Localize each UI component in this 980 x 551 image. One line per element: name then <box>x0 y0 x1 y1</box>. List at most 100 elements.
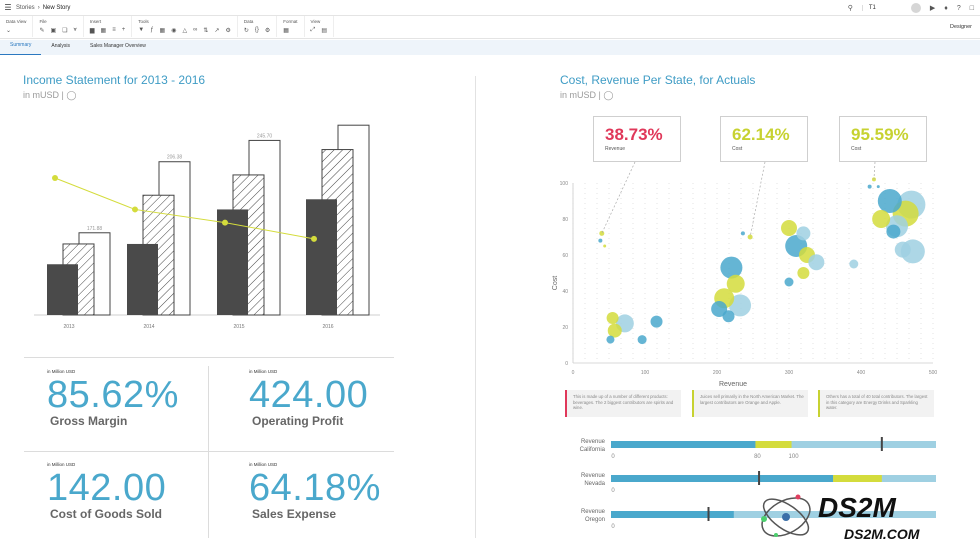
toolbar-group-label: Data View <box>6 19 27 24</box>
top-bar: ☰ Stories › New Story ⚲ T1 ▶ ♦ ? □ <box>0 0 980 16</box>
comment-note: This is made up of a number of different… <box>565 390 681 417</box>
bullet-target <box>880 437 883 451</box>
kpi-operating-profit[interactable]: in Million USD 424.00 Operating Profit <box>249 369 424 428</box>
notification-bell-icon[interactable]: ♦ <box>944 4 948 12</box>
scatter-point <box>867 184 872 189</box>
scale-icon[interactable]: ⚙ <box>225 28 231 34</box>
grid-icon[interactable]: ▦ <box>159 28 166 34</box>
bar <box>127 243 158 315</box>
scatter-point <box>606 335 615 344</box>
bullet-row-label: Revenue <box>581 439 606 445</box>
scatter-point <box>781 220 797 236</box>
edit-icon[interactable]: ✎ <box>39 28 45 34</box>
bullet-row-label: Oregon <box>585 517 605 523</box>
y-tick-label: 80 <box>562 217 568 223</box>
kpi-sales-expense[interactable]: in Million USD 64.18% Sales Expense <box>249 462 424 521</box>
bullet-axis-label: 0 <box>611 454 615 460</box>
kpi-value: 142.00 <box>47 467 167 509</box>
table-icon[interactable]: ▦ <box>100 28 107 34</box>
feedback-icon[interactable]: □ <box>969 4 974 12</box>
x-tick-label: 2013 <box>63 324 74 330</box>
callout-cost-1[interactable]: 62.14% Cost <box>720 116 808 162</box>
breadcrumb-root[interactable]: Stories <box>16 4 35 11</box>
toolbar-group-tools: Tools ▼ ƒ ▦ ◉ △ ∞ ⇅ ↗ ⚙ <box>132 16 238 37</box>
watermark-logo-text: DS2M <box>818 492 896 523</box>
globe-icon[interactable]: ◉ <box>171 28 177 34</box>
callout-label: Cost <box>851 146 862 152</box>
watermark-logo: DS2M DS2M.COM <box>761 492 920 542</box>
kpi-gross-margin[interactable]: in Million USD 85.62% Gross Margin <box>47 369 222 428</box>
variable-icon[interactable]: {} <box>254 27 259 33</box>
x-tick-label: 2015 <box>233 324 244 330</box>
x-tick-label: 300 <box>785 370 794 376</box>
filter-input-icon[interactable]: ≡ <box>112 27 116 33</box>
scatter-point <box>876 185 880 189</box>
scatter-point <box>726 274 745 293</box>
avatar[interactable] <box>910 3 921 13</box>
designer-button[interactable]: Designer <box>949 24 972 30</box>
bullet-row-label: Revenue <box>581 473 606 479</box>
callout-connector <box>749 161 766 238</box>
unit-label: in mUSD | <box>23 90 64 100</box>
x-axis-label: Revenue <box>719 381 747 388</box>
bullet-axis-label: 100 <box>789 454 800 460</box>
toolbar-group-label: Format <box>283 19 298 24</box>
hamburger-menu-icon[interactable]: ☰ <box>4 3 12 12</box>
bullet-target <box>707 507 710 521</box>
scatter-point <box>607 323 622 338</box>
refresh-icon[interactable]: ↻ <box>243 28 249 34</box>
comment-note: Juices sell primarily in the North Ameri… <box>692 390 808 417</box>
callout-cost-2[interactable]: 95.59% Cost <box>839 116 927 162</box>
layout-icon[interactable]: ▤ <box>321 28 328 34</box>
sort-icon[interactable]: ⇅ <box>203 28 209 34</box>
kpi-unit: in Million USD <box>249 462 278 467</box>
unit-label: in mUSD | <box>560 90 601 100</box>
tab-analysis[interactable]: Analysis <box>51 42 71 49</box>
trend-point <box>52 174 58 181</box>
scatter-point <box>603 244 607 248</box>
kpi-unit: in Million USD <box>47 369 76 374</box>
format-icon[interactable]: ▦ <box>283 28 289 34</box>
scatter-point <box>711 301 728 317</box>
link-icon[interactable]: ∞ <box>193 27 198 33</box>
share-icon[interactable]: ⩔ <box>73 27 77 33</box>
bar <box>217 209 248 315</box>
toolbar-group-label: Insert <box>89 19 102 24</box>
hierarchy-icon[interactable]: △ <box>182 28 188 34</box>
settings-icon[interactable]: ⚙ <box>264 28 271 34</box>
search-input[interactable]: T1 <box>861 5 902 11</box>
x-tick-label: 200 <box>713 370 722 376</box>
fullscreen-icon[interactable]: ⤢ <box>310 27 316 33</box>
scatter-point <box>637 335 647 345</box>
filter-icon[interactable]: ▼ <box>138 27 145 33</box>
megaphone-icon[interactable]: ▶ <box>929 5 936 12</box>
kpi-cost-of-goods-sold[interactable]: in Million USD 142.00 Cost of Goods Sold <box>47 462 222 521</box>
trend-icon[interactable]: ↗ <box>214 28 220 34</box>
toolbar-group-view: View ⤢ ▤ <box>305 16 335 37</box>
formula-icon[interactable]: ƒ <box>150 27 154 33</box>
tab-summary[interactable]: Summary <box>0 40 42 55</box>
save-icon[interactable]: ▣ <box>50 28 57 34</box>
scatter-point <box>720 256 743 279</box>
kpi-divider <box>24 451 394 452</box>
tab-sales-manager-overview[interactable]: Sales Manager Overview <box>90 42 146 49</box>
chart-icon[interactable]: ▆ <box>89 28 95 34</box>
scatter-point <box>849 259 859 269</box>
revenue-bullet-chart: Revenue California Revenue Nevada Revenue Ore… <box>580 437 936 530</box>
help-icon[interactable]: ? <box>956 4 961 12</box>
chevron-down-icon[interactable]: ⌄ <box>6 28 12 34</box>
scatter-point <box>894 241 911 258</box>
bullet-axis-label: 0 <box>611 524 615 530</box>
toolbar-group-format: Format ▦ <box>277 16 305 37</box>
chevron-right-icon: › <box>37 4 40 11</box>
bullet-band <box>833 475 882 482</box>
kpi-divider <box>208 366 209 538</box>
add-icon[interactable]: + <box>121 27 126 33</box>
copy-icon[interactable]: ❏ <box>62 28 68 34</box>
y-tick-label: 20 <box>562 325 568 331</box>
search-icon[interactable]: ⚲ <box>847 5 853 12</box>
bullet-row-label: Nevada <box>584 481 605 487</box>
bullet-axis-label: 0 <box>611 488 615 494</box>
callout-revenue[interactable]: 38.73% Revenue <box>593 116 681 162</box>
scatter-point <box>606 312 619 324</box>
